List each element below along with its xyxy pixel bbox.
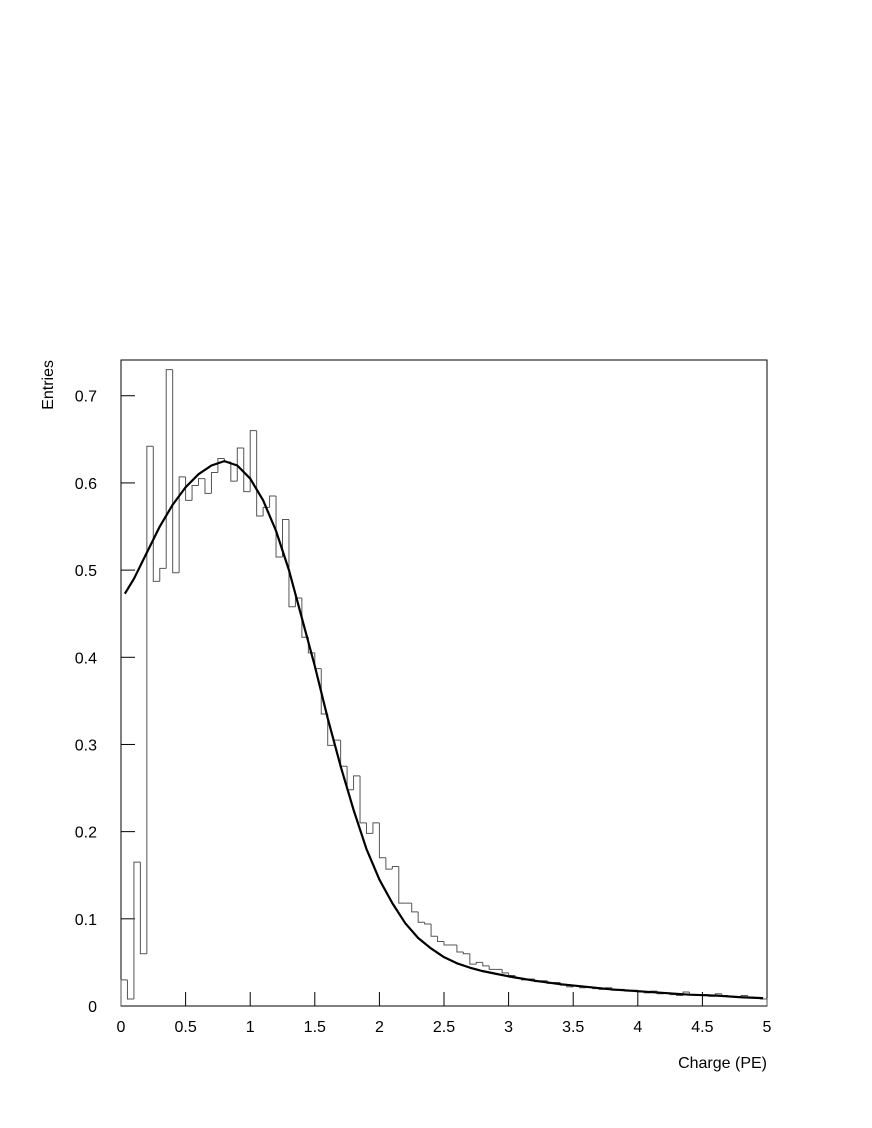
histogram-bin xyxy=(256,430,264,517)
histogram-bin xyxy=(365,822,373,834)
y-axis-label: Entries xyxy=(40,360,57,410)
histogram-bin xyxy=(126,979,134,1000)
x-tick-label: 2 xyxy=(375,1019,384,1036)
histogram-bin xyxy=(482,962,490,967)
plot-frame xyxy=(120,359,768,1007)
histogram-bin xyxy=(191,485,199,501)
histogram-bin xyxy=(346,766,354,791)
histogram-bin xyxy=(236,447,244,482)
histogram-bin xyxy=(508,972,516,976)
histogram-bin xyxy=(210,471,218,494)
histogram-bin xyxy=(443,941,451,946)
histogram-bin xyxy=(385,857,393,870)
histogram-bin xyxy=(185,476,193,501)
histogram-bin xyxy=(456,944,464,953)
x-tick-label: 1 xyxy=(246,1019,255,1036)
histogram-bin xyxy=(391,866,399,870)
histogram-bin xyxy=(398,866,406,904)
histogram-bin xyxy=(262,506,270,517)
y-tick-label: 0.3 xyxy=(75,737,97,754)
histogram-bin xyxy=(340,740,348,767)
histogram-bin xyxy=(159,567,167,582)
x-tick-label: 1.5 xyxy=(304,1019,326,1036)
histogram-bin xyxy=(217,458,225,473)
y-tick-label: 0.4 xyxy=(75,650,97,667)
x-tick-label: 4.5 xyxy=(691,1019,713,1036)
y-tick-label: 0.5 xyxy=(75,563,97,580)
histogram-bin xyxy=(462,951,470,955)
histogram-bin xyxy=(760,998,768,1006)
histogram-bin xyxy=(327,713,335,746)
fit-curve xyxy=(123,460,764,1000)
histogram-bin xyxy=(469,953,477,965)
y-tick-label: 0.6 xyxy=(75,476,97,493)
x-tick-label: 0 xyxy=(117,1019,126,1036)
histogram-bin xyxy=(152,446,160,582)
histogram-bin xyxy=(430,924,438,937)
histogram-bin xyxy=(437,936,444,942)
histogram-bin xyxy=(288,519,296,608)
histogram-bin xyxy=(501,969,509,974)
x-tick-label: 3.5 xyxy=(562,1019,584,1036)
histogram-bin xyxy=(676,994,684,997)
histogram-bin xyxy=(475,961,483,965)
histogram-bin xyxy=(165,369,173,569)
histogram-bin xyxy=(133,861,141,1000)
histogram-bin xyxy=(204,478,212,494)
histogram-bin xyxy=(411,903,419,913)
histogram-bin xyxy=(269,495,277,508)
x-tick-label: 5 xyxy=(763,1019,772,1036)
histogram-bin xyxy=(372,822,380,834)
histogram-bin xyxy=(417,911,425,923)
histogram-bin xyxy=(230,462,238,482)
histogram-bin xyxy=(120,979,128,1006)
y-tick-label: 0.1 xyxy=(75,912,97,929)
histogram-bin xyxy=(178,476,186,573)
histogram-bin xyxy=(359,775,367,824)
y-tick-label: 0.7 xyxy=(75,389,97,406)
x-axis-label: Charge (PE) xyxy=(678,1055,767,1072)
histogram-bin xyxy=(282,519,289,558)
histogram-bin xyxy=(249,430,257,492)
histogram-bin xyxy=(172,369,180,574)
x-tick-label: 3 xyxy=(504,1019,513,1036)
histogram-bin xyxy=(139,862,147,955)
y-tick-label: 0 xyxy=(88,999,97,1016)
histogram-bin xyxy=(146,445,154,954)
x-tick-label: 2.5 xyxy=(433,1019,455,1036)
histogram-bin xyxy=(378,822,386,859)
histogram-bin xyxy=(488,965,496,970)
histogram-bin xyxy=(424,922,432,925)
histogram-bin xyxy=(275,496,283,558)
histogram-bin xyxy=(353,775,361,790)
y-tick-label: 0.2 xyxy=(75,825,97,842)
x-tick-label: 4 xyxy=(633,1019,642,1036)
histogram-bin xyxy=(198,478,205,486)
x-tick-label: 0.5 xyxy=(174,1019,196,1036)
histogram-bin xyxy=(243,448,251,493)
